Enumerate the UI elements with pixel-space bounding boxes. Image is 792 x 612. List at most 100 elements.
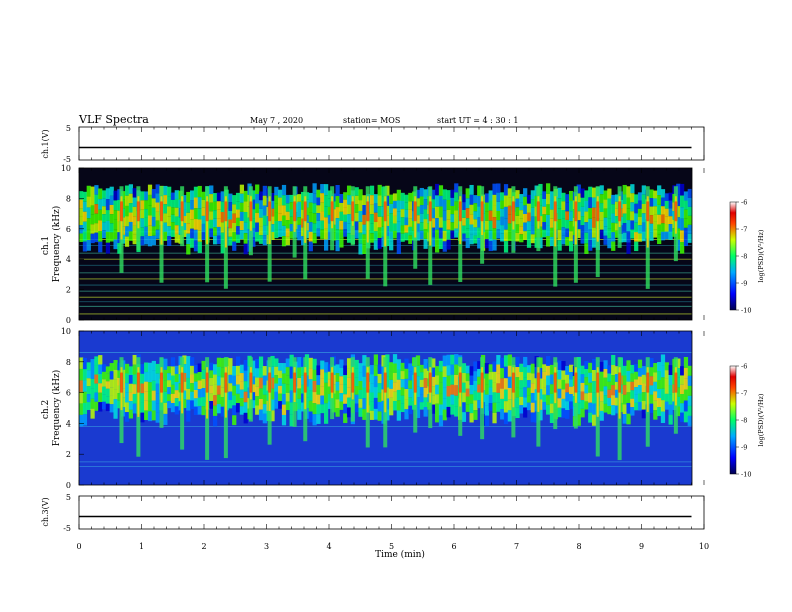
spectrogram-cell: [193, 406, 199, 415]
spectrogram-cell: [664, 193, 669, 201]
spectrogram-cell: [683, 356, 689, 368]
spectrogram-cell: [561, 389, 566, 399]
spectrogram-cell: [186, 223, 191, 234]
spectrogram-cell: [557, 187, 562, 199]
spectrogram-cell: [584, 232, 589, 244]
spectrogram-cell: [454, 183, 459, 193]
spectrogram-cell: [526, 372, 532, 381]
frequency-tick-label: 10: [61, 164, 71, 173]
spectrogram-cell: [603, 403, 608, 413]
spectrogram-cell: [274, 203, 279, 213]
spectrogram-cell: [660, 189, 666, 198]
spectrogram-cell: [465, 228, 470, 239]
burst-peak: [511, 201, 515, 222]
spectrogram-cell: [465, 208, 470, 219]
spectrogram-cell: [404, 399, 409, 410]
spectrogram-cell: [124, 195, 130, 206]
spectrogram-cell: [98, 355, 103, 365]
spectrogram-cell: [549, 218, 555, 228]
spectrogram-cell: [634, 232, 639, 242]
spectrogram-cell: [105, 242, 111, 254]
spectrogram-cell: [538, 399, 543, 410]
spectrogram-cell: [657, 234, 662, 245]
spectrogram-cell: [603, 235, 608, 245]
spectrogram-cell: [657, 371, 662, 381]
spectrogram-cell: [385, 215, 390, 226]
spectrogram-cell: [415, 365, 421, 377]
spectrogram-cell: [526, 230, 532, 239]
spectrogram-cell: [144, 391, 149, 401]
spectrogram-cell: [473, 371, 478, 381]
spectrogram-cell: [607, 397, 612, 407]
spectrogram-cell: [603, 226, 608, 236]
spectrogram-cell: [255, 222, 260, 233]
spectrogram-cell: [580, 197, 585, 207]
spectrogram-cell: [530, 207, 535, 217]
spectrogram-cell: [147, 372, 153, 383]
spectrogram-cell: [79, 357, 84, 369]
spectrogram-cell: [408, 405, 413, 415]
spectrogram-cell: [580, 374, 585, 383]
spectrogram-cell: [113, 190, 118, 201]
spectrogram-cell: [611, 375, 616, 386]
spectrogram-cell: [630, 381, 635, 391]
spectrogram-cell: [232, 204, 237, 214]
spectrogram-cell: [94, 185, 99, 195]
spectrogram-cell: [216, 192, 222, 202]
spectrogram-cell: [79, 208, 84, 217]
spectrogram-cell: [542, 364, 547, 372]
spectrogram-cell: [308, 212, 313, 223]
spectrogram-cell: [339, 359, 344, 368]
spectrogram-cell: [599, 229, 604, 239]
spectrogram-cell: [109, 186, 114, 196]
spectrogram-cell: [354, 204, 359, 213]
spectrogram-cell: [327, 371, 333, 380]
spectrogram-cell: [461, 402, 467, 413]
spectrogram-cell: [98, 383, 103, 393]
spectrogram-cell: [530, 392, 535, 403]
spectrogram-cell: [167, 186, 172, 197]
spectrogram-cell: [151, 235, 156, 246]
spectrogram-cell: [637, 385, 643, 394]
spectrogram-cell: [599, 371, 604, 382]
spectrogram-cell: [312, 213, 317, 224]
spectrogram-cell: [243, 402, 248, 413]
spectrogram-cell: [251, 190, 256, 200]
spectrogram-cell: [324, 184, 329, 196]
spectrogram-cell: [630, 398, 635, 408]
spectrogram-cell: [438, 238, 444, 250]
spectrogram-cell: [101, 401, 107, 410]
spectrogram-cell: [637, 368, 643, 377]
spectrogram-cell: [239, 221, 245, 231]
ch1-waveform-ylabel: ch.1(V): [41, 129, 50, 158]
spectrogram-cell: [117, 189, 122, 200]
spectrogram-cell: [316, 220, 321, 229]
spectrogram-cell: [163, 369, 168, 381]
spectrogram-cell: [343, 394, 348, 404]
spectrogram-cell: [186, 410, 191, 422]
frequency-tick-label: 10: [61, 327, 71, 336]
spectrogram-cell: [197, 372, 202, 381]
spectrogram-cell: [542, 394, 547, 403]
spectrogram-cell: [614, 194, 620, 202]
spectrogram-cell: [373, 365, 378, 377]
spectrogram-cell: [113, 369, 118, 380]
spectrogram-cell: [105, 396, 111, 404]
spectrogram-cell: [580, 400, 585, 409]
spectrogram-cell: [128, 366, 133, 376]
spectrogram-cell: [174, 190, 179, 199]
spectrogram-cell: [584, 243, 589, 254]
spectrogram-cell: [389, 406, 394, 416]
spectrogram-cell: [546, 385, 551, 396]
spectrogram-cell: [90, 224, 95, 234]
spectrogram-cell: [343, 365, 348, 376]
spectrogram-cell: [450, 364, 455, 375]
burst-peak: [303, 372, 307, 393]
spectrogram-cell: [584, 200, 589, 212]
spectrogram-cell: [542, 379, 547, 388]
spectrogram-cell: [488, 387, 493, 396]
spectrogram-cell: [301, 227, 306, 237]
spectrogram-cell: [515, 387, 520, 398]
spectrogram-cell: [473, 211, 478, 220]
